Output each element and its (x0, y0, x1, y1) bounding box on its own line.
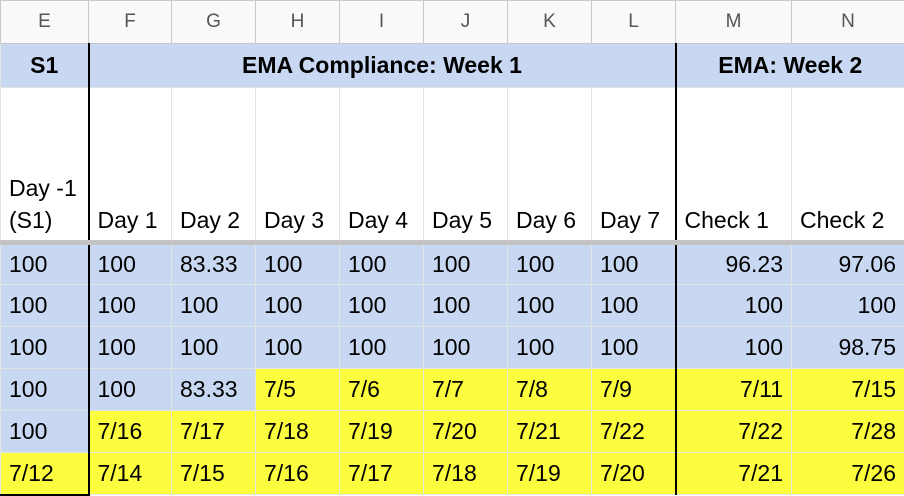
table-cell[interactable]: 100 (508, 327, 592, 369)
table-cell[interactable]: 100 (1, 411, 89, 453)
column-header-h[interactable]: H (256, 1, 340, 44)
column-header-l[interactable]: L (592, 1, 676, 44)
table-cell[interactable]: 100 (424, 285, 508, 327)
table-cell[interactable]: 100 (424, 327, 508, 369)
table-cell[interactable]: 100 (340, 243, 424, 285)
table-cell[interactable]: 7/19 (508, 453, 592, 495)
table-cell[interactable]: 100 (256, 243, 340, 285)
label-row: Day -1 (S1) Day 1 Day 2 Day 3 Day 4 Day … (1, 88, 904, 243)
table-cell[interactable]: 100 (592, 243, 676, 285)
table-cell[interactable]: 7/28 (792, 411, 904, 453)
table-cell[interactable]: 98.75 (792, 327, 904, 369)
table-cell[interactable]: 7/9 (592, 369, 676, 411)
table-cell[interactable]: 100 (508, 243, 592, 285)
table-cell[interactable]: 100 (1, 369, 89, 411)
table-cell[interactable]: 100 (89, 327, 172, 369)
table-cell[interactable]: 100 (89, 369, 172, 411)
table-cell[interactable]: 83.33 (172, 243, 256, 285)
column-header-i[interactable]: I (340, 1, 424, 44)
header-cell[interactable]: Check 2 (792, 88, 904, 243)
column-header-j[interactable]: J (424, 1, 508, 44)
header-cell[interactable]: Day 5 (424, 88, 508, 243)
table-cell[interactable]: 100 (1, 327, 89, 369)
table-cell[interactable]: 7/6 (340, 369, 424, 411)
table-cell[interactable]: 7/26 (792, 453, 904, 495)
table-cell[interactable]: 100 (592, 327, 676, 369)
table-cell[interactable]: 83.33 (172, 369, 256, 411)
column-header-g[interactable]: G (172, 1, 256, 44)
table-cell[interactable]: 7/16 (256, 453, 340, 495)
header-cell[interactable]: Day 4 (340, 88, 424, 243)
table-cell[interactable]: 7/15 (172, 453, 256, 495)
table-cell[interactable]: 7/22 (676, 411, 792, 453)
column-header-row: E F G H I J K L M N (1, 1, 904, 44)
column-header-f[interactable]: F (89, 1, 172, 44)
table-cell[interactable]: 7/18 (424, 453, 508, 495)
table-cell[interactable]: 100 (89, 285, 172, 327)
table-cell[interactable]: 7/5 (256, 369, 340, 411)
table-cell[interactable]: 7/17 (172, 411, 256, 453)
table-cell[interactable]: 100 (592, 285, 676, 327)
group-cell-s1[interactable]: S1 (1, 44, 89, 88)
header-cell[interactable]: Day 2 (172, 88, 256, 243)
table-cell[interactable]: 100 (340, 327, 424, 369)
table-cell[interactable]: 97.06 (792, 243, 904, 285)
table-cell[interactable]: 7/11 (676, 369, 792, 411)
table-cell[interactable]: 7/16 (89, 411, 172, 453)
header-cell[interactable]: Day 6 (508, 88, 592, 243)
table-cell[interactable]: 7/14 (89, 453, 172, 495)
header-cell[interactable]: Day 3 (256, 88, 340, 243)
table-cell[interactable]: 100 (256, 285, 340, 327)
table-cell[interactable]: 100 (1, 285, 89, 327)
column-header-e[interactable]: E (1, 1, 89, 44)
table-cell[interactable]: 100 (340, 285, 424, 327)
group-header-row: S1 EMA Compliance: Week 1 EMA: Week 2 (1, 44, 904, 88)
table-cell[interactable]: 100 (256, 327, 340, 369)
table-cell[interactable]: 7/15 (792, 369, 904, 411)
header-cell[interactable]: Day -1 (S1) (1, 88, 89, 243)
table-cell[interactable]: 100 (792, 285, 904, 327)
table-cell[interactable]: 7/19 (340, 411, 424, 453)
group-cell-week2[interactable]: EMA: Week 2 (676, 44, 904, 88)
table-cell[interactable]: 7/8 (508, 369, 592, 411)
table-cell[interactable]: 7/20 (592, 453, 676, 495)
table-cell[interactable]: 100 (1, 243, 89, 285)
table-cell[interactable]: 7/22 (592, 411, 676, 453)
table-cell[interactable]: 7/17 (340, 453, 424, 495)
table-cell[interactable]: 96.23 (676, 243, 792, 285)
header-cell[interactable]: Day 7 (592, 88, 676, 243)
table-cell[interactable]: 100 (424, 243, 508, 285)
table-cell[interactable]: 100 (172, 285, 256, 327)
column-header-n[interactable]: N (792, 1, 904, 44)
table-cell[interactable]: 7/20 (424, 411, 508, 453)
table-cell[interactable]: 100 (89, 243, 172, 285)
table-cell[interactable]: 7/18 (256, 411, 340, 453)
table-cell[interactable]: 100 (676, 285, 792, 327)
table-cell[interactable]: 7/12 (1, 453, 89, 495)
table-cell[interactable]: 100 (508, 285, 592, 327)
column-header-m[interactable]: M (676, 1, 792, 44)
header-cell[interactable]: Day 1 (89, 88, 172, 243)
group-cell-week1[interactable]: EMA Compliance: Week 1 (89, 44, 676, 88)
header-cell[interactable]: Check 1 (676, 88, 792, 243)
table-cell[interactable]: 7/21 (676, 453, 792, 495)
table-cell[interactable]: 7/7 (424, 369, 508, 411)
column-header-k[interactable]: K (508, 1, 592, 44)
table-cell[interactable]: 100 (676, 327, 792, 369)
table-cell[interactable]: 100 (172, 327, 256, 369)
table-cell[interactable]: 7/21 (508, 411, 592, 453)
